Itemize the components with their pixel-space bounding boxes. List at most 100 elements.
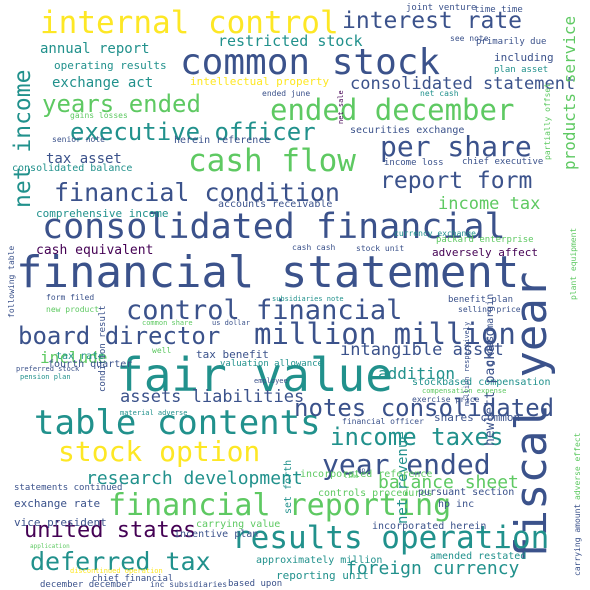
word-carrying-value: carrying value <box>196 519 281 530</box>
word-reporting-unit: reporting unit <box>276 569 369 582</box>
word-interest-rate: interest rate <box>342 8 523 34</box>
word-exchange-rate: exchange rate <box>14 497 101 510</box>
word-well: well <box>152 346 172 355</box>
word-senior-note: senior note <box>52 135 105 144</box>
word-partially-offset: partially offset <box>543 82 552 160</box>
word-accounts-receivable: accounts receivable <box>218 199 333 210</box>
word-herein-reference: herein reference <box>174 135 271 146</box>
word-consolidated-balance: consolidated balance <box>12 163 133 174</box>
word-stock-option: stock option <box>58 435 261 468</box>
word-set-forth: set forth <box>283 459 294 514</box>
word-selling-price: selling price <box>458 305 521 314</box>
word-pension-plan: pension plan <box>20 373 71 381</box>
word-net-cash: net cash <box>420 89 459 98</box>
word-time: time <box>344 473 359 480</box>
word-stockbased-compensation: stockbased compensation <box>412 377 551 388</box>
word-million-million: million million <box>254 317 516 351</box>
word-gains-losses: gains losses <box>70 111 128 120</box>
word-statements-continued: statements continued <box>14 483 123 493</box>
word-results-operation: results operation <box>232 520 550 556</box>
word-december-december: december december <box>40 580 133 590</box>
word-packard-enterprise: packard enterprise <box>436 235 534 245</box>
word-financial-statement: financial statement <box>16 247 520 298</box>
word-plant-equipment: plant equipment <box>569 227 578 300</box>
word-chief-financial: chief financial <box>92 574 174 584</box>
word-plan-asset: plan asset <box>494 65 549 75</box>
word-primarily-due: primarily due <box>476 37 547 47</box>
word-subsidiaries-note: subsidiaries note <box>272 295 344 303</box>
word-securities-exchange: securities exchange <box>350 125 465 136</box>
word-ended-december: ended december <box>270 93 515 127</box>
word-executive-officer: executive officer <box>70 118 316 146</box>
word-deferred-tax: deferred tax <box>30 547 211 576</box>
word-income-tax: income tax <box>438 194 541 214</box>
word-fourth-quarter: fourth quarter <box>48 359 133 370</box>
word-financial-officer: financial officer <box>342 417 424 426</box>
word-net-sale: net sale <box>337 90 345 124</box>
word-application: application <box>30 543 70 550</box>
word-preferred-stock: preferred stock <box>16 365 80 373</box>
word-stock-unit: stock unit <box>356 244 405 253</box>
word-amended-restated: amended restated <box>430 551 527 562</box>
word-form-filed: form filed <box>46 293 95 302</box>
word-inc-subsidiaries: inc subsidiaries <box>150 580 228 589</box>
word-joint-venture: joint venture <box>406 3 477 13</box>
word-year-ended: year ended <box>322 448 491 481</box>
word-report-form: report form <box>380 168 533 194</box>
word-see-note: see note <box>450 34 489 43</box>
word-us-dollar: us dollar <box>212 319 250 327</box>
word-hp: hp <box>358 467 366 474</box>
word-annual-report: annual report <box>40 41 150 57</box>
word-employee: employee <box>254 377 288 385</box>
word-fair-value: fair value <box>116 348 393 402</box>
word-consolidated-financial: consolidated financial <box>42 207 506 247</box>
word-benefit-plan: benefit plan <box>448 295 514 305</box>
word-notes-consolidated: notes consolidated <box>294 394 555 422</box>
word-operating-results: operating results <box>54 59 167 72</box>
word-internal-control: internal control <box>40 5 339 41</box>
word-adverse-effect: adverse effect <box>573 432 582 500</box>
word-united-states: united states <box>24 518 197 543</box>
word-restricted-stock: restricted stock <box>218 32 363 50</box>
word-based-upon: based upon <box>228 579 283 589</box>
word-control-financial: control financial <box>126 295 403 326</box>
word-intellectual-property: intellectual property <box>190 75 330 88</box>
word-per-share: per share <box>380 130 532 163</box>
word-balance-sheet: balance sheet <box>378 472 519 493</box>
word-material-adverse: material adverse <box>120 409 188 417</box>
word-following-table: following table <box>7 245 16 318</box>
word-pursuant-section: pursuant section <box>418 487 515 498</box>
word-controls-procedures: controls procedures <box>318 488 433 499</box>
word-income-taxes: income taxes <box>330 423 504 451</box>
word-addition: addition <box>378 364 456 383</box>
word-currency-exchange: currency exchange <box>394 229 476 238</box>
word-intangible-asset: intangible asset <box>340 340 504 360</box>
word-financial-reporting: financial reporting <box>108 488 452 523</box>
word-table-contents: table contents <box>34 403 321 443</box>
word-include: include <box>40 348 108 367</box>
word-time-time: time time <box>474 5 523 15</box>
word-carrying-amount: carrying amount <box>573 503 582 576</box>
word-hp-inc: hp inc <box>438 499 475 510</box>
word-incorporated-reference: incorporated reference <box>300 469 433 480</box>
word-condition-result: condition result <box>98 305 108 392</box>
word-products-service: products service <box>560 15 579 170</box>
word-comprehensive-income: comprehensive income <box>36 207 169 220</box>
word-incentive-plan: incentive plan <box>174 529 259 540</box>
word-tax-asset: tax asset <box>46 151 122 167</box>
word-financial-condition: financial condition <box>54 178 340 207</box>
word-exchange-act: exchange act <box>52 75 154 91</box>
word-ended-june: ended june <box>262 89 311 98</box>
word-chief-executive: chief executive <box>462 157 544 167</box>
word-research-development: research development <box>86 468 303 489</box>
word-net-income: net income <box>10 69 36 208</box>
word-consolidated-statement: consolidated statement <box>350 74 576 94</box>
word-foreign-currency: foreign currency <box>346 558 520 579</box>
word-cash-equivalent: cash equivalent <box>36 243 154 258</box>
word-million-respectively: million respectively <box>463 321 471 406</box>
word-vice-president: vice president <box>14 516 107 529</box>
word-income-loss: income loss <box>384 158 444 168</box>
word-valuation-allowance: valuation allowance <box>220 359 323 369</box>
word-common-share: common share <box>142 319 193 327</box>
word-assets-liabilities: assets liabilities <box>120 387 305 407</box>
